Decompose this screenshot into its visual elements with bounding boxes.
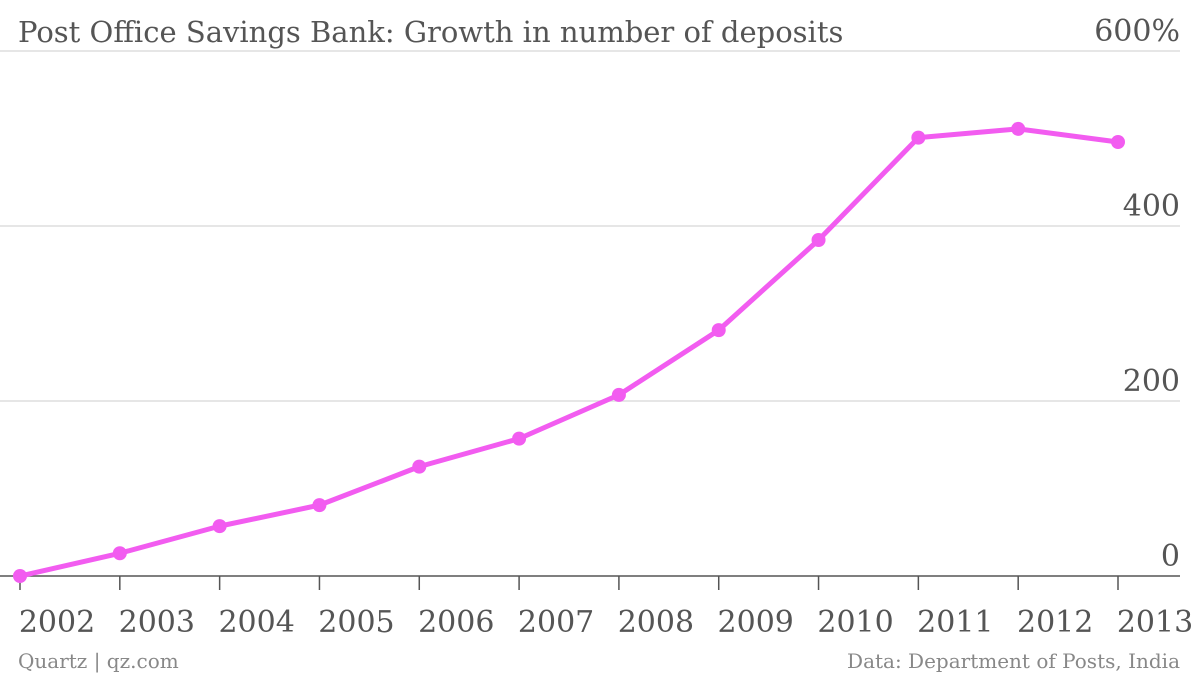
point bbox=[13, 569, 27, 583]
x-tick-label: 2008 bbox=[618, 605, 694, 640]
x-tick-label: 2009 bbox=[718, 605, 794, 640]
x-tick-label: 2005 bbox=[318, 605, 394, 640]
point bbox=[911, 130, 926, 145]
x-tick-label: 2006 bbox=[418, 605, 494, 640]
point bbox=[811, 233, 826, 247]
line bbox=[19, 126, 1119, 579]
x-tick-label: 2002 bbox=[19, 605, 95, 640]
x-tick-label: 2011 bbox=[917, 605, 993, 640]
chart-title: Post Office Savings Bank: Growth in numb… bbox=[18, 15, 843, 49]
x-tick-label: 2010 bbox=[817, 605, 893, 640]
point bbox=[212, 519, 227, 534]
y-tick-label: 0 bbox=[1161, 539, 1180, 574]
point bbox=[112, 546, 127, 561]
x-tick-label: 2007 bbox=[518, 605, 594, 640]
point bbox=[611, 387, 626, 402]
point bbox=[312, 498, 327, 513]
y-tick-label: 400 bbox=[1123, 189, 1180, 224]
y-tick-label: 200 bbox=[1123, 364, 1180, 399]
point bbox=[412, 459, 427, 474]
point bbox=[1111, 135, 1125, 149]
source: Data: Department of Posts, India bbox=[847, 649, 1180, 673]
point bbox=[1011, 121, 1026, 136]
credit: Quartz | qz.com bbox=[18, 649, 179, 674]
x-tick-label: 2013 bbox=[1117, 605, 1193, 640]
x-tick-label: 2004 bbox=[218, 605, 294, 640]
x-tick-label: 2003 bbox=[119, 605, 195, 640]
point bbox=[512, 431, 527, 446]
y-tick-label: 600% bbox=[1094, 14, 1180, 49]
point bbox=[711, 323, 726, 338]
x-tick-label: 2012 bbox=[1017, 605, 1093, 640]
